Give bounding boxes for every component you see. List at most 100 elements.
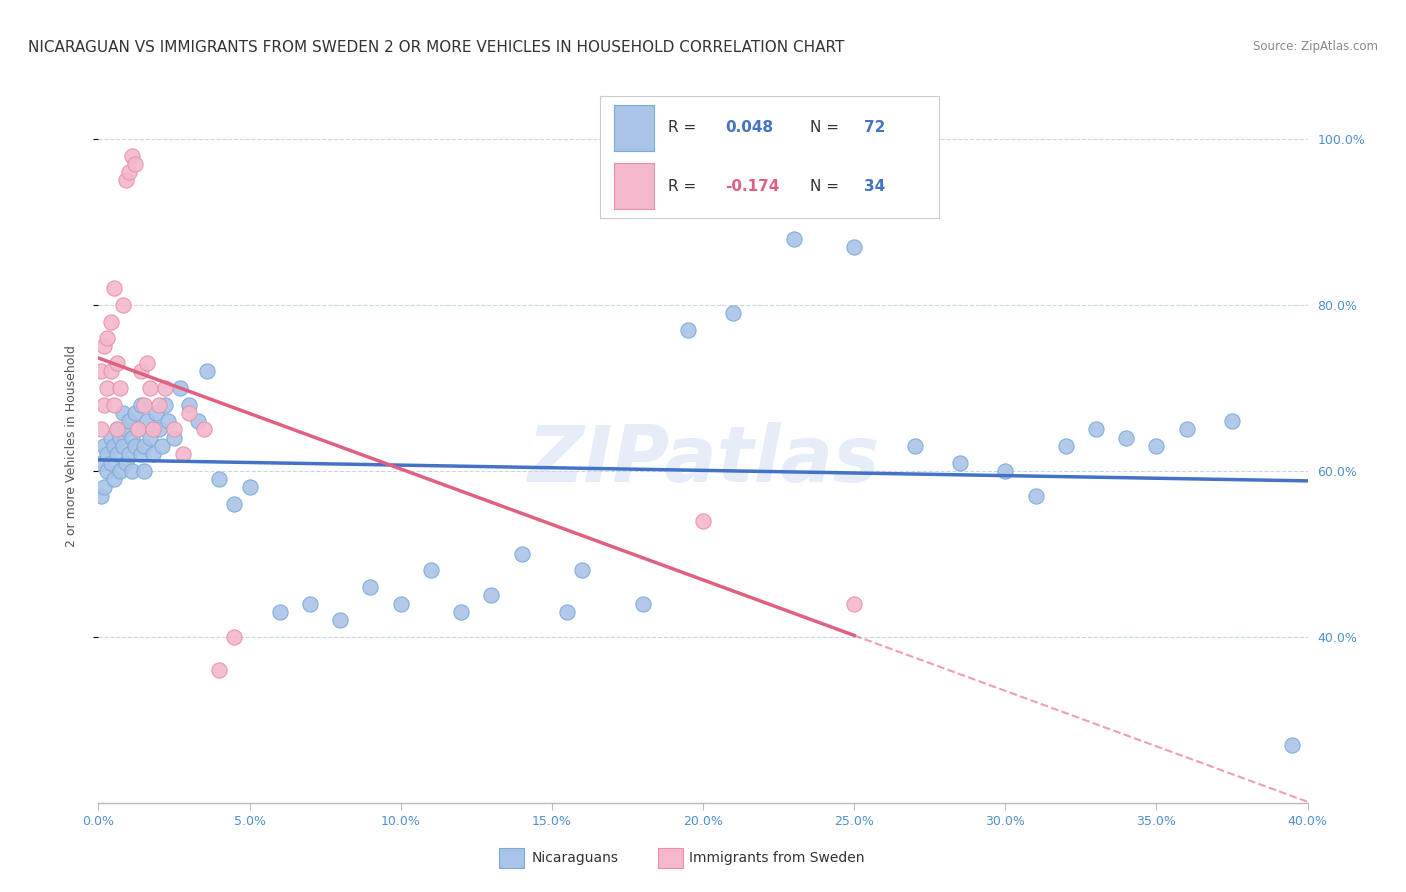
Point bbox=[114, 422, 136, 436]
Point bbox=[195, 364, 218, 378]
Point bbox=[103, 281, 125, 295]
Point bbox=[139, 381, 162, 395]
Point bbox=[129, 397, 152, 411]
Point bbox=[129, 364, 152, 378]
Point bbox=[132, 439, 155, 453]
Point bbox=[118, 165, 141, 179]
Point bbox=[571, 564, 593, 578]
Point bbox=[124, 406, 146, 420]
Point bbox=[103, 439, 125, 453]
Point bbox=[208, 472, 231, 486]
Point bbox=[631, 597, 654, 611]
Point bbox=[100, 364, 122, 378]
Point bbox=[692, 514, 714, 528]
Point bbox=[100, 431, 122, 445]
Point bbox=[269, 605, 291, 619]
Point bbox=[142, 447, 165, 461]
Point bbox=[96, 331, 118, 345]
Point bbox=[723, 306, 745, 320]
Point bbox=[124, 157, 146, 171]
Point bbox=[105, 356, 128, 370]
Point bbox=[844, 597, 866, 611]
Point bbox=[129, 447, 152, 461]
Point bbox=[90, 489, 112, 503]
Point bbox=[163, 431, 186, 445]
Point bbox=[1220, 414, 1243, 428]
Point bbox=[169, 381, 191, 395]
Point bbox=[135, 414, 157, 428]
Point bbox=[239, 481, 262, 495]
Point bbox=[127, 422, 149, 436]
Point bbox=[105, 422, 128, 436]
Point bbox=[153, 381, 176, 395]
Point bbox=[224, 497, 246, 511]
Point bbox=[111, 439, 134, 453]
Point bbox=[103, 472, 125, 486]
Point bbox=[904, 439, 927, 453]
Point bbox=[127, 422, 149, 436]
Point bbox=[179, 406, 201, 420]
Point bbox=[93, 397, 115, 411]
Point bbox=[389, 597, 412, 611]
Point bbox=[118, 414, 141, 428]
Point bbox=[676, 323, 699, 337]
Point bbox=[148, 422, 170, 436]
Point bbox=[108, 464, 131, 478]
Text: NICARAGUAN VS IMMIGRANTS FROM SWEDEN 2 OR MORE VEHICLES IN HOUSEHOLD CORRELATION: NICARAGUAN VS IMMIGRANTS FROM SWEDEN 2 O… bbox=[28, 40, 845, 55]
Point bbox=[156, 414, 179, 428]
Point bbox=[108, 431, 131, 445]
Point bbox=[145, 406, 167, 420]
Point bbox=[783, 231, 806, 245]
Point bbox=[114, 456, 136, 470]
Point bbox=[150, 439, 173, 453]
Point bbox=[105, 422, 128, 436]
Y-axis label: 2 or more Vehicles in Household: 2 or more Vehicles in Household bbox=[65, 345, 77, 547]
Point bbox=[118, 447, 141, 461]
Point bbox=[555, 605, 578, 619]
Point bbox=[1024, 489, 1046, 503]
Point bbox=[1115, 431, 1137, 445]
Point bbox=[510, 547, 533, 561]
Point bbox=[844, 240, 866, 254]
Point bbox=[163, 422, 186, 436]
Point bbox=[96, 447, 118, 461]
Point bbox=[994, 464, 1017, 478]
Point bbox=[208, 663, 231, 677]
Point bbox=[153, 397, 176, 411]
Point bbox=[329, 613, 352, 627]
Point bbox=[224, 630, 246, 644]
Point bbox=[187, 414, 209, 428]
Point bbox=[108, 381, 131, 395]
Point bbox=[121, 464, 143, 478]
Point bbox=[96, 381, 118, 395]
Point bbox=[148, 397, 170, 411]
Point bbox=[96, 464, 118, 478]
Point bbox=[142, 422, 165, 436]
Point bbox=[105, 447, 128, 461]
Point bbox=[90, 364, 112, 378]
Text: Nicaraguans: Nicaraguans bbox=[531, 851, 619, 865]
Point bbox=[1085, 422, 1108, 436]
Point bbox=[103, 397, 125, 411]
Point bbox=[111, 298, 134, 312]
Point bbox=[450, 605, 472, 619]
Point bbox=[93, 481, 115, 495]
Point bbox=[481, 588, 503, 602]
Point bbox=[90, 456, 112, 470]
Text: Immigrants from Sweden: Immigrants from Sweden bbox=[689, 851, 865, 865]
Point bbox=[121, 148, 143, 162]
Text: ZIPatlas: ZIPatlas bbox=[527, 422, 879, 499]
Point bbox=[132, 464, 155, 478]
Point bbox=[1054, 439, 1077, 453]
Point bbox=[111, 406, 134, 420]
Point bbox=[132, 397, 155, 411]
Point bbox=[949, 456, 972, 470]
Point bbox=[1144, 439, 1167, 453]
Point bbox=[114, 173, 136, 187]
Point bbox=[124, 439, 146, 453]
Point bbox=[121, 431, 143, 445]
Point bbox=[1281, 738, 1303, 752]
Point bbox=[1175, 422, 1198, 436]
Point bbox=[179, 397, 201, 411]
Point bbox=[139, 431, 162, 445]
